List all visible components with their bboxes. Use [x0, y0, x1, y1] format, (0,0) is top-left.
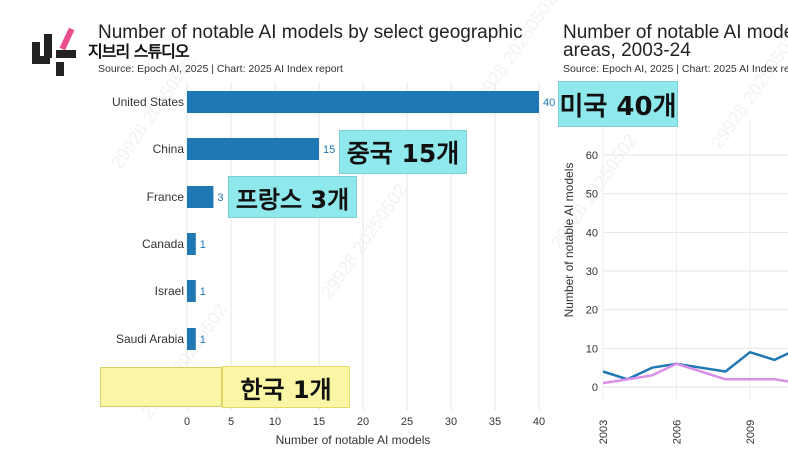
data-label: 15: [323, 144, 335, 156]
x-axis-title: Number of notable AI models: [276, 433, 431, 447]
callout-korea: 한국 1개: [222, 366, 350, 408]
data-label: 1: [200, 286, 206, 298]
y-tick-label: 50: [586, 189, 598, 201]
y-tick-label: 10: [586, 343, 598, 355]
x-tick-label: 20: [357, 416, 369, 428]
bar: [187, 233, 196, 255]
x-tick-label: 2003: [598, 420, 610, 444]
bar-chart-source: Source: Epoch AI, 2025 | Chart: 2025 AI …: [98, 63, 343, 75]
bar: [187, 91, 539, 113]
watermark-text: 29928 20250502: [707, 30, 788, 152]
category-label: Israel: [155, 284, 184, 298]
bar-chart-title: Number of notable AI models by select ge…: [98, 22, 523, 43]
category-label: France: [147, 190, 185, 204]
x-tick-label: 0: [184, 416, 190, 428]
callout-china: 중국 15개: [339, 130, 467, 174]
x-tick-label: 5: [228, 416, 234, 428]
korea-row-highlight: [100, 367, 222, 407]
category-label: China: [153, 142, 185, 156]
data-label: 3: [217, 192, 223, 204]
callout-us: 미국 40개: [558, 81, 678, 127]
category-label: United States: [112, 95, 184, 109]
bar-chart: Number of notable AI models by select ge…: [98, 22, 555, 447]
data-label: 1: [200, 334, 206, 346]
bar: [187, 280, 196, 302]
bar: [187, 138, 319, 160]
y-tick-label: 40: [586, 227, 598, 239]
series-line: [602, 350, 788, 381]
x-tick-label: 2006: [672, 420, 684, 444]
x-tick-label: 15: [313, 416, 325, 428]
y-tick-label: 30: [586, 266, 598, 278]
callout-france: 프랑스 3개: [228, 176, 357, 218]
overlay-caption: 지브리 스튜디오: [88, 42, 190, 61]
bar: [187, 186, 214, 208]
category-label: Canada: [142, 237, 184, 251]
y-tick-label: 60: [586, 150, 598, 162]
bar: [187, 328, 196, 350]
line-chart-title: Number of notable AI models: [563, 22, 788, 43]
x-tick-label: 25: [401, 416, 413, 428]
category-label: Saudi Arabia: [116, 332, 184, 346]
data-label: 1: [200, 239, 206, 251]
x-tick-label: 10: [269, 416, 281, 428]
x-tick-label: 30: [445, 416, 457, 428]
data-label: 40: [543, 97, 555, 109]
line-chart-title-2: areas, 2003-24: [563, 40, 691, 61]
broadcaster-logo: [32, 27, 76, 76]
x-tick-label: 2009: [745, 420, 757, 444]
x-tick-label: 35: [489, 416, 501, 428]
x-tick-label: 40: [533, 416, 545, 428]
y-axis-title: Number of notable AI models: [562, 163, 576, 318]
series-line: [602, 362, 788, 385]
line-chart-source: Source: Epoch AI, 2025 | Chart: 2025 AI …: [563, 63, 788, 75]
y-tick-label: 20: [586, 305, 598, 317]
y-tick-label: 0: [592, 382, 598, 394]
